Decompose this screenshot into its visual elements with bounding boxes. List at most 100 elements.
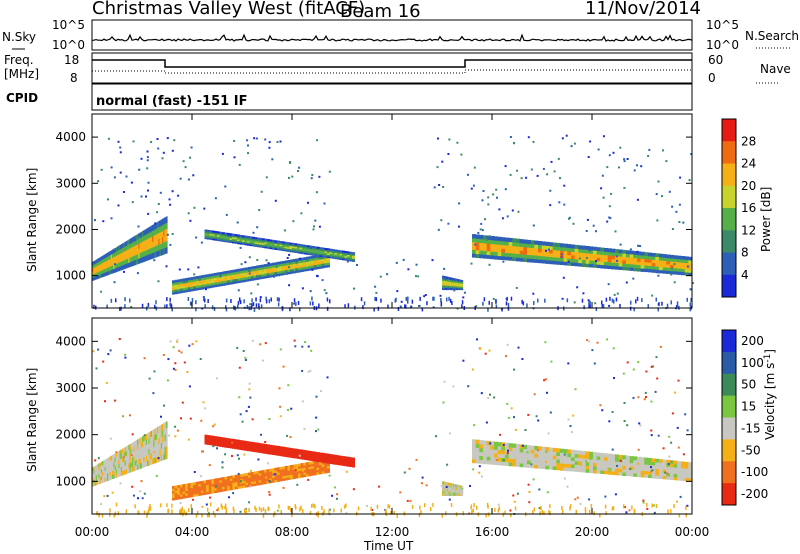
echo-cell <box>134 250 137 256</box>
echo-cell <box>269 473 273 477</box>
scatter-echo <box>279 348 282 351</box>
echo-cell <box>245 482 249 486</box>
echo-cell <box>508 249 513 254</box>
ground-echo <box>473 503 475 508</box>
echo-cell <box>227 272 231 276</box>
echo-cell <box>160 237 163 244</box>
echo-cell <box>198 284 202 288</box>
echo-cell <box>297 456 300 459</box>
echo-cell <box>582 249 587 254</box>
scatter-echo <box>238 457 240 460</box>
scatter-echo <box>325 292 328 295</box>
echo-cell <box>327 253 330 255</box>
echo-cell <box>104 466 107 471</box>
echo-cell <box>349 460 353 463</box>
echo-cell <box>206 484 210 488</box>
ground-echo <box>204 304 206 309</box>
scatter-echo <box>579 463 582 466</box>
ground-echo <box>125 509 128 514</box>
echo-cell <box>344 257 348 260</box>
ground-echo <box>290 508 292 513</box>
echo-cell <box>104 459 107 464</box>
echo-cell <box>157 432 159 439</box>
echo-cell <box>497 251 502 257</box>
echo-cell <box>120 471 123 476</box>
echo-cell <box>314 458 318 461</box>
echo-cell <box>250 472 254 475</box>
echo-cell <box>214 235 218 238</box>
echo-cell <box>242 442 245 445</box>
scatter-echo <box>533 393 536 396</box>
scatter-echo <box>567 260 570 263</box>
scatter-echo <box>608 205 611 208</box>
scatter-echo <box>100 168 103 171</box>
echo-cell <box>298 475 302 479</box>
echo-cell <box>472 454 477 460</box>
echo-cell <box>321 461 325 465</box>
echo-cell <box>117 468 119 473</box>
echo-cell <box>174 284 178 288</box>
scatter-echo <box>517 346 520 349</box>
echo-cell <box>290 469 294 473</box>
echo-cell <box>182 488 186 492</box>
echo-cell <box>644 460 649 465</box>
echo-cell <box>317 455 320 458</box>
echo-cell <box>216 281 220 285</box>
scatter-echo <box>124 356 127 359</box>
ground-echo <box>673 504 675 509</box>
echo-cell <box>253 478 257 482</box>
echo-cell <box>190 277 194 280</box>
echo-cell <box>157 239 159 246</box>
scatter-echo <box>492 297 495 300</box>
ground-echo <box>651 503 653 508</box>
echo-cell <box>214 439 218 442</box>
scatter-echo <box>181 401 184 404</box>
echo-cell <box>130 256 133 262</box>
echo-cell <box>475 443 480 448</box>
echo-cell <box>252 242 255 245</box>
echo-cell <box>124 460 127 466</box>
scatter-echo <box>187 268 190 271</box>
echo-cell <box>103 254 106 259</box>
echo-cell <box>209 231 213 234</box>
echo-cell <box>560 243 565 248</box>
echo-cell <box>472 458 477 464</box>
scatter-echo <box>566 485 569 488</box>
echo-cell <box>211 273 215 277</box>
echo-cell <box>530 445 535 450</box>
echo-cell <box>144 229 147 236</box>
scatter-echo <box>650 466 652 469</box>
echo-cell <box>129 243 132 249</box>
echo-cell <box>117 254 119 260</box>
echo-cell <box>147 433 149 439</box>
echo-cell <box>224 282 228 286</box>
scatter-echo <box>172 346 175 349</box>
scatter-echo <box>205 503 208 506</box>
echo-cell <box>349 463 353 466</box>
echo-cell <box>153 434 156 442</box>
echo-cell <box>155 456 158 463</box>
scatter-echo <box>403 471 406 474</box>
echo-cell <box>257 237 260 240</box>
ground-echo <box>440 300 442 305</box>
echo-cell <box>670 258 675 262</box>
scatter-echo <box>509 173 512 176</box>
echo-cell <box>262 241 265 244</box>
echo-cell <box>104 264 107 269</box>
echo-cell <box>97 464 99 468</box>
echo-cell <box>593 253 598 258</box>
echo-cell <box>607 255 612 259</box>
echo-cell <box>174 282 178 285</box>
echo-cell <box>274 262 278 266</box>
scatter-echo <box>188 344 191 347</box>
scatter-echo <box>233 156 236 159</box>
echo-cell <box>212 435 215 438</box>
scatter-echo <box>592 224 595 227</box>
ground-echo <box>584 507 587 512</box>
echo-cell <box>182 290 186 293</box>
scatter-echo <box>557 157 560 160</box>
ground-echo <box>120 306 122 311</box>
echo-cell <box>143 240 146 247</box>
echo-cell <box>344 254 348 257</box>
